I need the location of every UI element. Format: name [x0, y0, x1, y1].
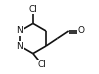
- Text: Cl: Cl: [28, 5, 37, 14]
- Text: N: N: [16, 26, 23, 35]
- Text: Cl: Cl: [38, 60, 46, 69]
- Text: N: N: [16, 42, 23, 51]
- Text: O: O: [78, 26, 85, 35]
